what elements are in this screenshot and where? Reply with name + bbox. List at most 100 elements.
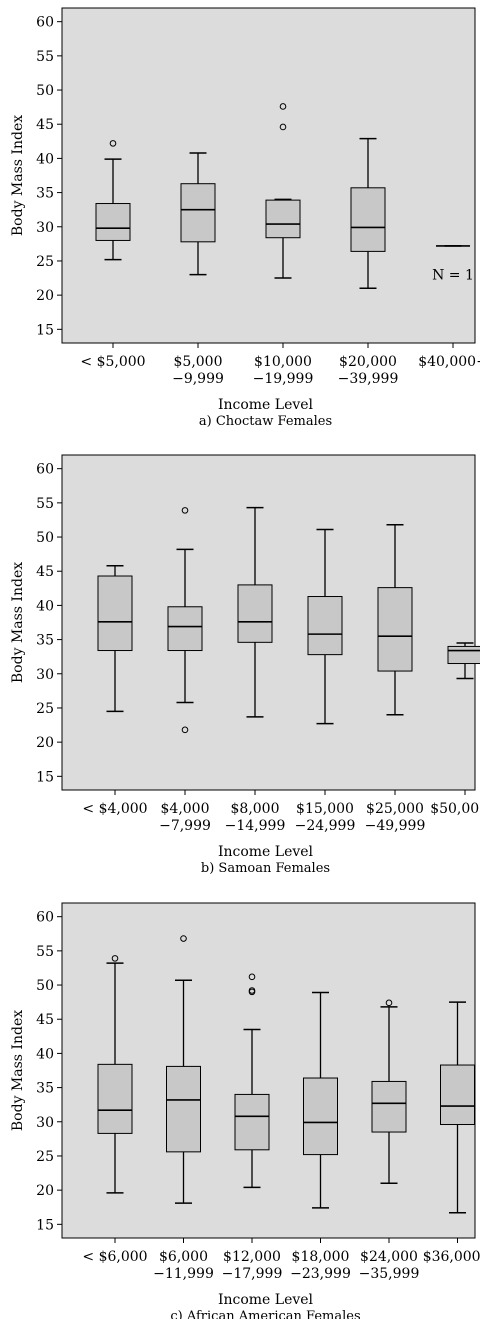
x-tick-label-line2: −17,999 — [222, 1266, 283, 1282]
x-tick-label: $25,000 — [366, 801, 424, 817]
x-tick-label-line2: −14,999 — [225, 818, 286, 834]
x-tick-label-line2: −23,999 — [290, 1266, 351, 1282]
box-plot-3 — [234, 973, 270, 1189]
x-tick-label: $6,000 — [159, 1249, 208, 1265]
y-tick-label: 30 — [36, 667, 54, 683]
y-tick-label: 20 — [36, 735, 54, 751]
iqr-box — [180, 183, 216, 243]
y-tick-label: 50 — [36, 530, 54, 546]
iqr-box — [447, 645, 480, 665]
y-axis-label: Body Mass Index — [10, 115, 26, 236]
box-plot-1 — [97, 565, 133, 713]
box-plot-1 — [95, 140, 131, 261]
iqr-box — [97, 575, 133, 652]
x-axis-label: Income Level — [218, 844, 314, 860]
iqr-box — [303, 1077, 338, 1156]
iqr-box — [377, 587, 413, 672]
y-tick-label: 25 — [36, 701, 54, 717]
y-tick-label: 40 — [36, 151, 54, 167]
x-tick-label-line2: −19,999 — [253, 371, 314, 387]
x-tick-label: < $6,000 — [82, 1249, 147, 1265]
x-tick-label: $18,000 — [292, 1249, 350, 1265]
iqr-box — [237, 584, 273, 643]
iqr-box — [97, 1063, 133, 1134]
y-tick-label: 50 — [36, 978, 54, 994]
iqr-box — [265, 199, 301, 239]
annotation-label: N = 1 — [432, 267, 474, 283]
y-tick-label: 15 — [36, 322, 54, 338]
y-tick-label: 40 — [36, 598, 54, 614]
y-tick-label: 55 — [36, 944, 54, 960]
x-axis-label: Income Level — [218, 397, 314, 413]
x-tick-label: $20,000 — [339, 354, 397, 370]
outlier-point — [180, 935, 187, 942]
x-tick-label: $40,000+ — [418, 354, 480, 370]
box-plot-2 — [167, 507, 203, 734]
y-tick-label: 60 — [36, 910, 54, 926]
x-tick-label-line2: −11,999 — [153, 1266, 214, 1282]
outlier-point — [111, 955, 119, 962]
panel-caption: a) Choctaw Females — [199, 414, 332, 429]
iqr-box — [167, 606, 203, 652]
x-tick-label: $10,000 — [254, 354, 312, 370]
box-plot-2 — [180, 152, 216, 276]
x-tick-label: $15,000 — [296, 801, 354, 817]
x-tick-label: $12,000 — [223, 1249, 281, 1265]
y-tick-label: 60 — [36, 15, 54, 31]
iqr-box — [234, 1093, 270, 1151]
panel-caption: c) African American Females — [170, 1309, 360, 1319]
panel-caption: b) Samoan Females — [201, 861, 330, 876]
box-plot-4 — [350, 137, 386, 290]
y-axis-label: Body Mass Index — [10, 1010, 26, 1131]
box-plot-4 — [307, 528, 343, 725]
y-tick-label: 45 — [36, 564, 54, 580]
outlier-point — [279, 123, 287, 131]
iqr-box — [350, 187, 386, 252]
chart-panel-a: 15 20 25 30 35 40 45 50 55 60 Body Mass Index < $5,… — [10, 7, 480, 429]
y-tick-label: 55 — [36, 49, 54, 65]
x-tick-label-line2: −9,999 — [172, 371, 224, 387]
y-tick-label: 55 — [36, 496, 54, 512]
x-tick-label: $24,000 — [360, 1249, 418, 1265]
box-plot-3 — [265, 103, 301, 279]
box-plot-6 — [447, 642, 480, 680]
outlier-point — [109, 140, 117, 147]
outlier-point — [181, 507, 189, 514]
x-tick-label-line2: −49,999 — [365, 818, 426, 834]
y-tick-label: 25 — [36, 1149, 54, 1165]
outlier-point — [279, 103, 287, 110]
y-tick-label: 50 — [36, 83, 54, 99]
x-axis-label: Income Level — [218, 1292, 314, 1308]
y-tick-label: 20 — [36, 1183, 54, 1199]
chart-panel-c: 15 20 25 30 35 40 45 50 55 60 Body Mass Index < $6,… — [10, 902, 480, 1319]
y-tick-label: 15 — [36, 769, 54, 785]
y-tick-label: 30 — [36, 1115, 54, 1131]
x-tick-label: $5,000 — [174, 354, 223, 370]
x-tick-label: $50,000+ — [430, 801, 480, 817]
box-plot-4 — [303, 991, 338, 1209]
y-tick-label: 45 — [36, 117, 54, 133]
y-tick-label: 25 — [36, 254, 54, 270]
plot-area — [61, 7, 476, 344]
box-plot-3 — [237, 506, 273, 718]
x-tick-label-line2: −24,999 — [295, 818, 356, 834]
outlier-point — [248, 973, 256, 981]
x-tick-label: < $4,000 — [82, 801, 147, 817]
y-axis-label: Body Mass Index — [10, 562, 26, 683]
box-plot-2 — [166, 935, 201, 1204]
iqr-box — [440, 1064, 475, 1126]
x-tick-label-line2: −35,999 — [359, 1266, 420, 1282]
y-tick-label: 35 — [36, 186, 54, 202]
y-tick-label: 30 — [36, 220, 54, 236]
x-tick-label: $8,000 — [231, 801, 280, 817]
box-plot-5 — [377, 523, 413, 716]
y-tick-label: 35 — [36, 633, 54, 649]
x-tick-label: < $5,000 — [80, 354, 145, 370]
x-tick-label: $36,000+ — [423, 1249, 480, 1265]
iqr-box — [95, 203, 131, 241]
outlier-point — [385, 999, 393, 1007]
outlier-point — [181, 726, 189, 734]
chart-panel-b: 15 20 25 30 35 40 45 50 55 60 Body Mass Index < $4,… — [10, 454, 480, 876]
y-tick-label: 40 — [36, 1046, 54, 1062]
